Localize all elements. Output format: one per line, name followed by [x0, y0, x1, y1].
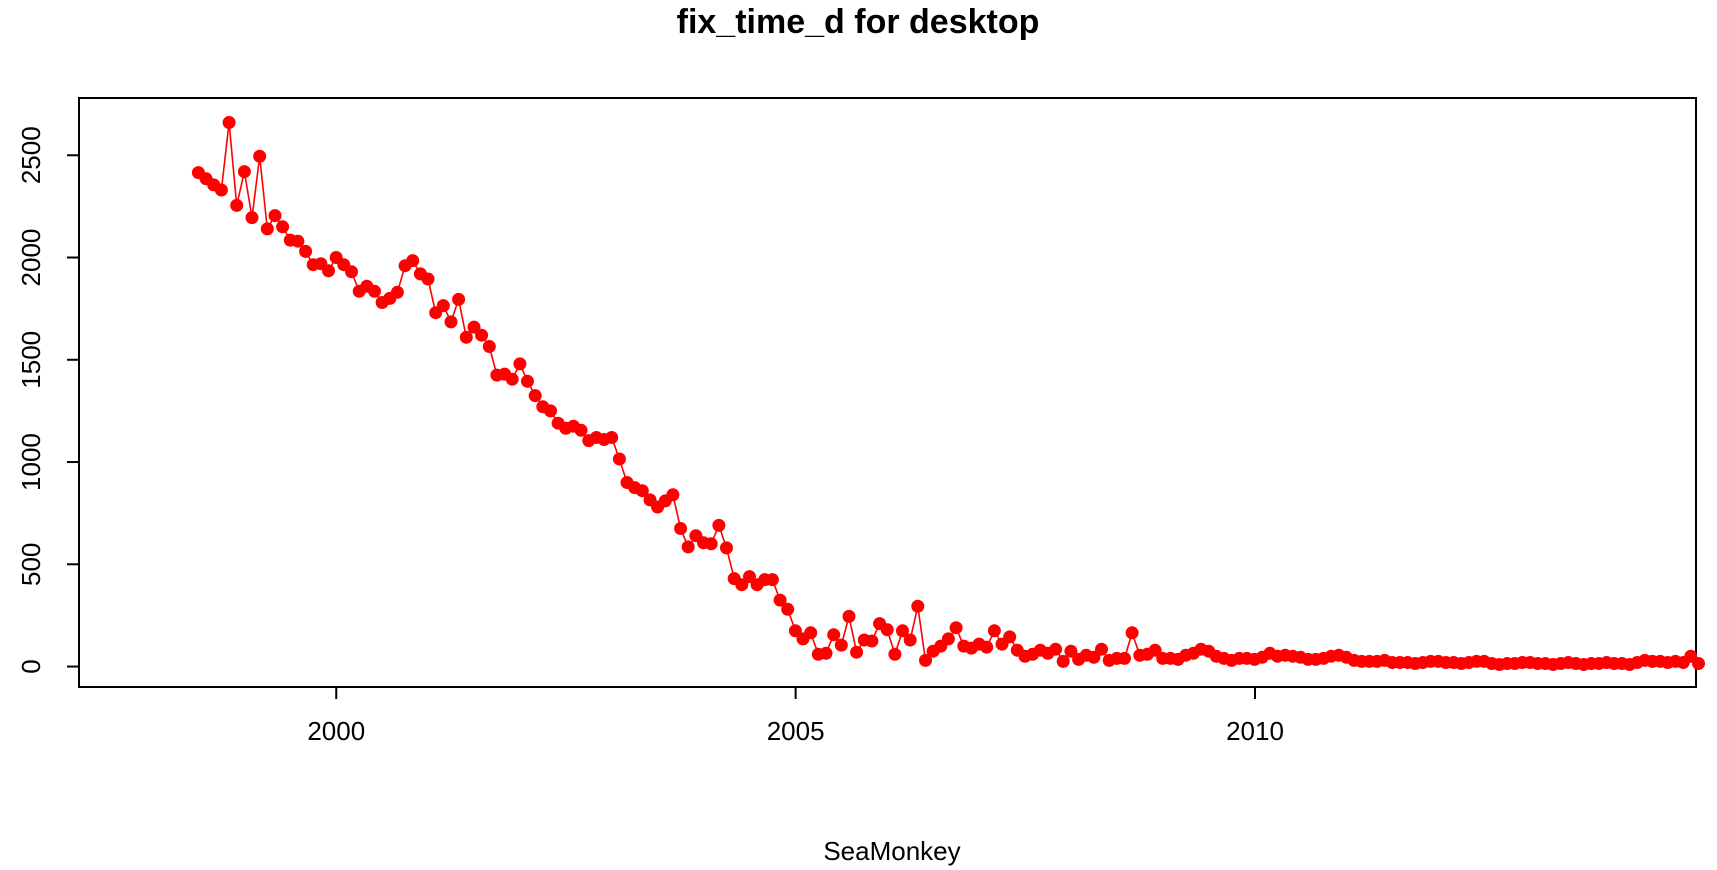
data-point — [819, 646, 833, 660]
data-point — [444, 315, 458, 329]
data-point — [704, 537, 718, 551]
data-point — [276, 220, 290, 234]
data-point — [436, 299, 450, 313]
x-axis-label: SeaMonkey — [823, 836, 960, 866]
data-point — [214, 183, 228, 197]
y-tick-label: 500 — [16, 543, 46, 586]
data-point — [804, 626, 818, 640]
data-point — [467, 320, 481, 334]
data-point — [949, 621, 963, 635]
x-tick-label: 2000 — [307, 716, 365, 746]
data-point — [1125, 626, 1139, 640]
data-point — [406, 254, 420, 268]
data-point — [421, 272, 435, 286]
data-point — [681, 540, 695, 554]
data-point — [850, 645, 864, 659]
data-point — [834, 638, 848, 652]
data-point — [1692, 657, 1705, 670]
data-point — [720, 541, 733, 555]
data-point — [574, 423, 588, 437]
y-axis: 0 500 1000 1500 2000 2500 — [16, 126, 80, 674]
y-tick-label: 1500 — [16, 331, 46, 389]
data-point — [1087, 650, 1101, 664]
data-point — [521, 374, 534, 388]
data-point — [322, 264, 335, 278]
data-point — [1148, 643, 1162, 657]
series-line — [197, 122, 1700, 666]
data-point — [245, 211, 259, 225]
data-point — [368, 284, 381, 298]
x-tick-label: 2005 — [767, 716, 825, 746]
data-point — [452, 292, 466, 306]
data-points — [191, 116, 1705, 671]
data-point — [1056, 654, 1070, 668]
data-point — [605, 431, 619, 444]
data-point — [260, 222, 274, 236]
data-point — [528, 389, 542, 403]
data-point — [896, 624, 909, 638]
y-tick-label: 1000 — [16, 433, 46, 491]
y-tick-label: 2500 — [16, 126, 46, 184]
data-point — [459, 330, 473, 344]
data-point — [865, 634, 879, 648]
x-tick-label: 2010 — [1226, 716, 1284, 746]
data-point — [253, 149, 267, 163]
data-point — [268, 209, 282, 223]
data-point — [612, 452, 626, 466]
data-point — [674, 522, 688, 535]
data-point — [1049, 642, 1063, 656]
plot-frame — [78, 97, 1697, 688]
data-point — [903, 633, 917, 647]
data-point — [345, 265, 358, 279]
data-point — [735, 578, 749, 592]
data-point — [765, 573, 779, 587]
data-point — [1118, 651, 1131, 665]
data-point — [743, 570, 756, 584]
data-point — [237, 165, 251, 179]
y-tick-label: 0 — [16, 659, 46, 673]
data-point — [911, 599, 925, 613]
data-point — [666, 488, 680, 502]
data-point — [888, 647, 902, 661]
data-point — [505, 372, 519, 386]
data-point — [1095, 642, 1108, 656]
data-point — [635, 484, 649, 498]
data-point — [788, 624, 802, 638]
data-point — [390, 285, 404, 299]
data-point — [230, 198, 244, 212]
data-point — [222, 116, 236, 129]
data-point — [880, 623, 894, 637]
data-point — [1064, 644, 1078, 658]
data-point — [827, 628, 841, 642]
y-tick-label: 2000 — [16, 229, 46, 287]
data-point — [980, 640, 994, 654]
chart-title: fix_time_d for desktop — [677, 3, 1040, 41]
data-point — [842, 609, 856, 623]
data-point — [291, 234, 305, 248]
data-point — [781, 602, 795, 616]
data-point — [299, 244, 313, 258]
data-point — [712, 518, 726, 532]
data-point — [482, 340, 496, 353]
data-point — [544, 404, 557, 418]
x-axis: 2000 2005 2010 — [307, 686, 1284, 746]
data-point — [475, 328, 489, 342]
data-point — [513, 357, 527, 371]
data-point — [773, 593, 787, 607]
data-point — [941, 632, 955, 646]
data-point — [1003, 630, 1017, 644]
data-point — [919, 653, 932, 667]
data-point — [987, 624, 1001, 638]
